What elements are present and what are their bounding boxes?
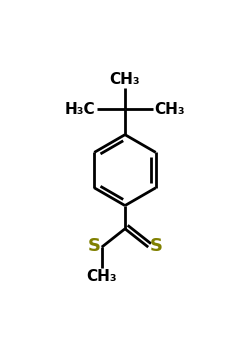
- Text: CH₃: CH₃: [110, 72, 140, 87]
- Text: CH₃: CH₃: [154, 102, 185, 117]
- Text: CH₃: CH₃: [86, 269, 117, 284]
- Text: H₃C: H₃C: [65, 102, 96, 117]
- Text: S: S: [88, 237, 101, 255]
- Text: S: S: [150, 237, 162, 255]
